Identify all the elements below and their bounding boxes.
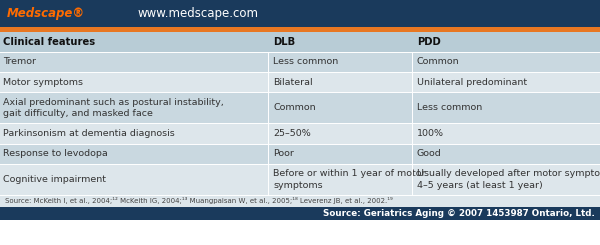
- Text: Parkinsonism at dementia diagnosis: Parkinsonism at dementia diagnosis: [3, 129, 175, 138]
- Bar: [0, 123, 600, 144]
- Text: 100%: 100%: [417, 129, 444, 138]
- Bar: [0, 27, 600, 32]
- Text: 25–50%: 25–50%: [273, 129, 311, 138]
- Text: Axial predominant such as postural instability,
gait difficulty, and masked face: Axial predominant such as postural insta…: [3, 98, 224, 118]
- Bar: [0, 207, 600, 220]
- Bar: [0, 52, 600, 72]
- Text: Unilateral predominant: Unilateral predominant: [417, 78, 527, 86]
- Text: Tremor: Tremor: [3, 58, 36, 66]
- Bar: [0, 164, 600, 195]
- Text: Source: Geriatrics Aging © 2007 1453987 Ontario, Ltd.: Source: Geriatrics Aging © 2007 1453987 …: [323, 209, 595, 218]
- Text: PDD: PDD: [417, 37, 441, 47]
- Text: Motor symptoms: Motor symptoms: [3, 78, 83, 86]
- Text: Medscape®: Medscape®: [7, 7, 85, 20]
- Text: DLB: DLB: [273, 37, 295, 47]
- Text: Good: Good: [417, 149, 442, 158]
- Text: Response to levodopa: Response to levodopa: [3, 149, 108, 158]
- Text: Common: Common: [273, 103, 316, 112]
- Text: Cognitive impairment: Cognitive impairment: [3, 175, 106, 184]
- Text: Bilateral: Bilateral: [273, 78, 313, 86]
- Text: Usually developed after motor symptoms
4–5 years (at least 1 year): Usually developed after motor symptoms 4…: [417, 169, 600, 190]
- Text: Less common: Less common: [273, 58, 338, 66]
- Bar: [0, 92, 600, 123]
- Bar: [0, 32, 600, 52]
- Text: Before or within 1 year of motor
symptoms: Before or within 1 year of motor symptom…: [273, 169, 425, 190]
- Text: Poor: Poor: [273, 149, 294, 158]
- Text: Clinical features: Clinical features: [3, 37, 95, 47]
- Text: Common: Common: [417, 58, 460, 66]
- Bar: [0, 72, 600, 92]
- Text: Source: McKeith I, et al., 2004;¹² McKeith IG, 2004;¹³ Muangpaisan W, et al., 20: Source: McKeith I, et al., 2004;¹² McKei…: [5, 197, 392, 204]
- Text: www.medscape.com: www.medscape.com: [137, 7, 259, 20]
- Bar: [0, 195, 600, 207]
- Bar: [0, 0, 600, 27]
- Text: Less common: Less common: [417, 103, 482, 112]
- Bar: [0, 144, 600, 164]
